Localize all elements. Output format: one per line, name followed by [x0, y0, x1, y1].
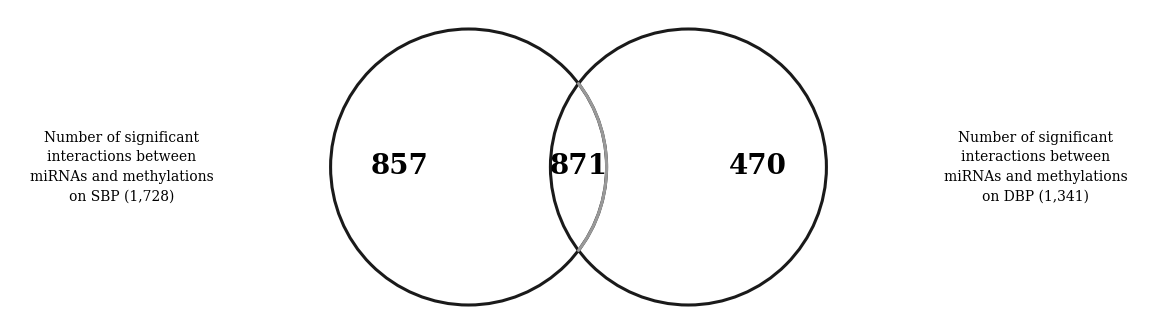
Text: Number of significant
interactions between
miRNAs and methylations
on SBP (1,728: Number of significant interactions betwe… [30, 131, 213, 203]
Text: 470: 470 [729, 154, 787, 180]
Text: Number of significant
interactions between
miRNAs and methylations
on DBP (1,341: Number of significant interactions betwe… [944, 131, 1127, 203]
Text: 871: 871 [550, 154, 607, 180]
Text: 857: 857 [370, 154, 428, 180]
